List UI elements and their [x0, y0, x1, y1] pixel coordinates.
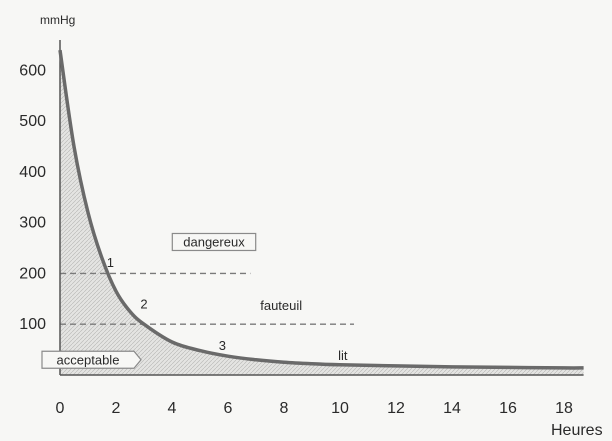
- decay-curve-group: [58, 49, 584, 370]
- annotation-dangereux: dangereux: [183, 234, 245, 249]
- x-tick-label: 14: [443, 400, 461, 417]
- x-axis-unit-label: Heures: [551, 422, 603, 439]
- x-tick-label: 2: [112, 400, 121, 417]
- y-tick-label: 600: [19, 62, 46, 79]
- y-tick-label: 200: [19, 265, 46, 282]
- x-tick-label: 8: [280, 400, 289, 417]
- y-tick-label: 100: [19, 316, 46, 333]
- annotation-lit: lit: [338, 348, 348, 363]
- point-label-2: 2: [140, 296, 147, 311]
- shaded-area-group: [60, 50, 584, 375]
- y-tick-label: 300: [19, 215, 46, 232]
- area-under-curve: [60, 50, 584, 375]
- x-tick-label: 18: [555, 400, 573, 417]
- annotation-acceptable: acceptable: [57, 352, 120, 367]
- annotation-box-acceptable: [41, 350, 142, 369]
- point-label-1: 1: [107, 255, 114, 270]
- y-axis-unit-label: mmHg: [40, 13, 75, 27]
- x-tick-label: 12: [387, 400, 405, 417]
- point-label-3: 3: [219, 338, 226, 353]
- annotation-group: dangereux fauteuil lit acceptable 1 2 3: [41, 232, 348, 369]
- x-tick-label: 16: [499, 400, 517, 417]
- y-tick-label: 500: [19, 113, 46, 130]
- x-tick-label: 4: [168, 400, 177, 417]
- x-tick-label: 10: [331, 400, 349, 417]
- axes-group: [59, 40, 584, 376]
- x-tick-label: 0: [56, 400, 65, 417]
- threshold-lines-group: [60, 272, 354, 325]
- y-tick-label: 400: [19, 164, 46, 181]
- annotation-fauteuil: fauteuil: [260, 298, 302, 313]
- decay-curve: [58, 49, 584, 370]
- annotation-box-dangereux: [171, 232, 257, 252]
- x-tick-label: 6: [224, 400, 233, 417]
